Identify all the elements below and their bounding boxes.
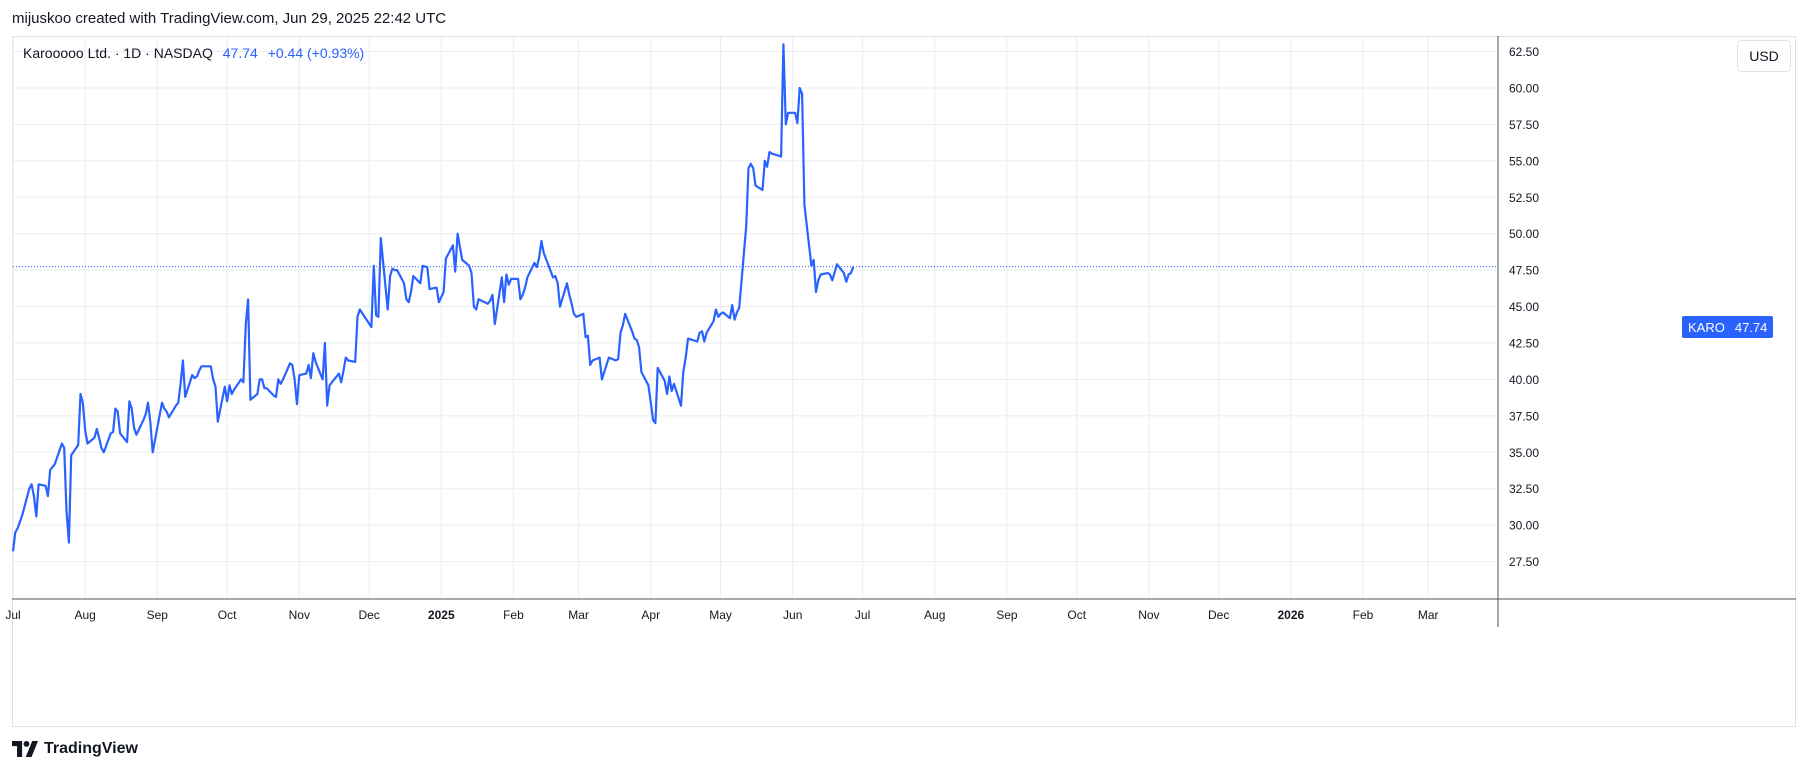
- y-tick-label: 60.00: [1509, 82, 1539, 96]
- y-tick-label: 40.00: [1509, 373, 1539, 387]
- x-tick-label: Oct: [218, 608, 237, 622]
- x-tick-label: Oct: [1067, 608, 1086, 622]
- price-tag-ticker: KARO: [1688, 319, 1725, 335]
- x-tick-label: Dec: [358, 608, 379, 622]
- tradingview-logo-icon: [12, 741, 38, 757]
- x-tick-label: Jun: [783, 608, 802, 622]
- x-tick-label: Sep: [147, 608, 169, 622]
- y-tick-label: 47.50: [1509, 264, 1539, 278]
- x-tick-label: Aug: [924, 608, 945, 622]
- legend-symbol: Karooooo Ltd. · 1D · NASDAQ: [23, 45, 213, 61]
- footer-brand-label: TradingView: [44, 740, 138, 757]
- y-tick-label: 30.00: [1509, 519, 1539, 533]
- x-tick-label: Nov: [289, 608, 310, 622]
- x-tick-label: 2026: [1277, 608, 1304, 622]
- x-tick-label: Mar: [1418, 608, 1439, 622]
- y-axis-tick-labels: 62.50 60.00 57.50 55.00 52.50 50.00 47.50 45.00…: [1509, 45, 1539, 569]
- series-line-karo: [11, 43, 855, 552]
- x-tick-label: May: [709, 608, 732, 622]
- x-tick-label: Dec: [1208, 608, 1229, 622]
- x-tick-label: Jul: [855, 608, 870, 622]
- grid-lines: [12, 37, 1498, 598]
- y-tick-label: 32.50: [1509, 482, 1539, 496]
- last-price-tag: KARO 47.74: [1682, 316, 1774, 338]
- y-tick-label: 37.50: [1509, 409, 1539, 423]
- x-tick-label: Sep: [996, 608, 1018, 622]
- x-tick-label: Apr: [641, 608, 660, 622]
- y-tick-label: 35.00: [1509, 446, 1539, 460]
- x-tick-label: Aug: [74, 608, 95, 622]
- y-tick-label: 27.50: [1509, 555, 1539, 569]
- y-tick-label: 52.50: [1509, 191, 1539, 205]
- price-tag-value: 47.74: [1734, 319, 1768, 335]
- y-tick-label: 45.00: [1509, 300, 1539, 314]
- x-tick-label: Nov: [1138, 608, 1159, 622]
- x-tick-label: Feb: [1353, 608, 1374, 622]
- y-tick-label: 42.50: [1509, 337, 1539, 351]
- x-tick-label: Feb: [503, 608, 524, 622]
- legend-change: +0.44 (+0.93%): [267, 45, 365, 61]
- y-tick-label: 62.50: [1509, 45, 1539, 59]
- symbol-legend[interactable]: Karooooo Ltd. · 1D · NASDAQ 47.74 +0.44 …: [23, 45, 364, 61]
- x-tick-label: Mar: [568, 608, 589, 622]
- x-axis-tick-labels: Jul Aug Sep Oct Nov Dec 2025 Feb Mar Apr May Jun Jul…: [5, 608, 1438, 622]
- footer-brand[interactable]: TradingView: [12, 740, 138, 758]
- currency-button[interactable]: USD: [1737, 40, 1791, 72]
- y-tick-label: 50.00: [1509, 227, 1539, 241]
- x-tick-label: Jul: [5, 608, 20, 622]
- y-tick-label: 57.50: [1509, 118, 1539, 132]
- legend-last-value: 47.74: [222, 45, 258, 61]
- x-tick-label: 2025: [428, 608, 455, 622]
- axes: [12, 36, 1796, 627]
- y-tick-label: 55.00: [1509, 154, 1539, 168]
- chart-attribution: mijuskoo created with TradingView.com, J…: [12, 10, 447, 27]
